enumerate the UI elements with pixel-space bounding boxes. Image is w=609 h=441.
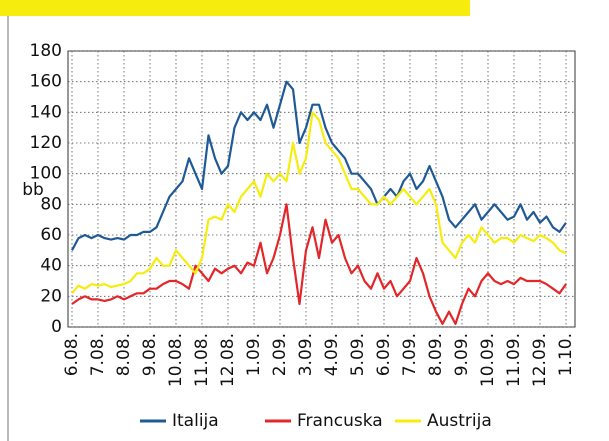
y-tick-label: 120 [30, 133, 62, 153]
legend-label: Italija [172, 411, 219, 431]
x-tick-label: 1.10. [556, 333, 576, 376]
y-tick-label: 60 [40, 225, 62, 245]
x-tick-label: 9.09. [452, 333, 472, 376]
legend-label: Austrija [427, 411, 492, 431]
y-tick-label: 160 [30, 72, 62, 92]
y-tick-label: 80 [40, 194, 62, 214]
x-tick-label: 8.08. [114, 333, 134, 376]
x-tick-label: 12.09. [530, 333, 550, 387]
x-tick-label: 10.09. [478, 333, 498, 387]
y-tick-label: 180 [30, 41, 62, 61]
series-line [71, 203, 567, 325]
x-tick-label: 12.08. [218, 333, 238, 387]
x-tick-label: 5.09. [348, 333, 368, 376]
x-tick-label: 6.09. [374, 333, 394, 376]
x-tick-label: 2.09. [270, 333, 290, 376]
x-tick-label: 4.09. [322, 333, 342, 376]
x-tick-label: 11.09. [504, 333, 524, 387]
series-line [71, 111, 567, 295]
y-tick-label: 140 [30, 102, 62, 122]
x-tick-label: 8.09. [426, 333, 446, 376]
x-tick-label: 7.08. [88, 333, 108, 376]
x-tick-label: 10.08. [166, 333, 186, 387]
x-tick-label: 7.09. [400, 333, 420, 376]
x-tick-label: 3.09. [296, 333, 316, 376]
y-tick-label: 100 [30, 164, 62, 184]
y-axis-label: bb [22, 180, 44, 200]
y-tick-label: 20 [40, 286, 62, 306]
x-tick-label: 9.08. [140, 333, 160, 376]
y-tick-label: 40 [40, 256, 62, 276]
legend-label: Francuska [297, 411, 383, 431]
plot-area [67, 50, 576, 328]
y-tick-label: 0 [51, 317, 62, 337]
x-tick-label: 6.08. [62, 333, 82, 376]
header-band [0, 0, 470, 16]
x-tick-label: 1.09. [244, 333, 264, 376]
series-line [71, 80, 567, 251]
x-tick-label: 11.08. [192, 333, 212, 387]
